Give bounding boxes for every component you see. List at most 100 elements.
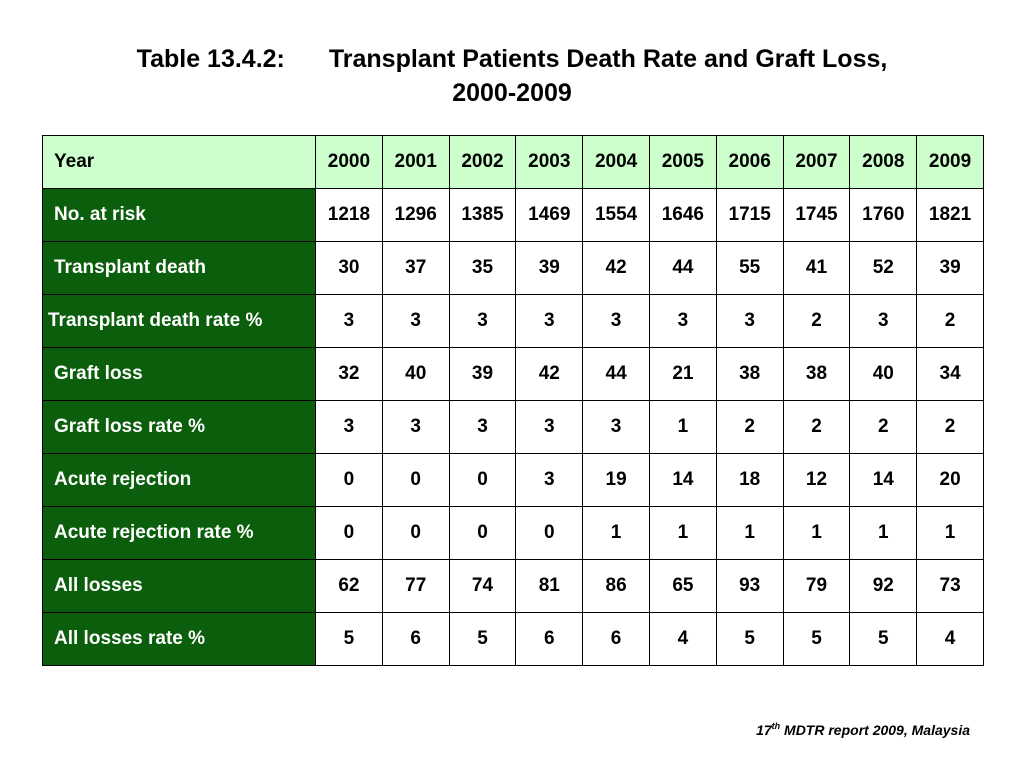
table-cell: 1715 bbox=[715, 188, 784, 242]
header-year-label: Year bbox=[42, 135, 316, 189]
table-cell: 18 bbox=[715, 453, 784, 507]
table-cell: 79 bbox=[782, 559, 851, 613]
row-label: Transplant death bbox=[42, 241, 316, 295]
table-cell: 32 bbox=[315, 347, 383, 401]
table-cell: 2 bbox=[849, 400, 918, 454]
table-cell: 62 bbox=[315, 559, 383, 613]
table-cell: 3 bbox=[515, 294, 584, 348]
table-cell: 38 bbox=[715, 347, 784, 401]
table-cell: 1385 bbox=[448, 188, 517, 242]
year-cell: 2003 bbox=[515, 135, 584, 189]
table-cell: 0 bbox=[381, 453, 450, 507]
row-label: Graft loss bbox=[42, 347, 316, 401]
table-cell: 40 bbox=[381, 347, 450, 401]
table-cell: 73 bbox=[916, 559, 984, 613]
table-cell: 55 bbox=[715, 241, 784, 295]
year-cell: 2001 bbox=[381, 135, 450, 189]
table-number: Table 13.4.2: bbox=[136, 45, 285, 73]
table-cell: 19 bbox=[582, 453, 650, 507]
row-label: All losses bbox=[42, 559, 316, 613]
table-cell: 3 bbox=[582, 400, 650, 454]
table-cell: 74 bbox=[448, 559, 517, 613]
table-cell: 6 bbox=[381, 612, 450, 666]
table-cell: 44 bbox=[582, 347, 650, 401]
table-cell: 0 bbox=[315, 506, 383, 560]
table-cell: 1 bbox=[648, 400, 717, 454]
table-cell: 81 bbox=[515, 559, 584, 613]
table-cell: 3 bbox=[315, 294, 383, 348]
table-cell: 65 bbox=[648, 559, 717, 613]
table-cell: 12 bbox=[782, 453, 851, 507]
table-cell: 1218 bbox=[315, 188, 383, 242]
table-cell: 3 bbox=[381, 400, 450, 454]
table-cell: 5 bbox=[849, 612, 918, 666]
table-cell: 2 bbox=[715, 400, 784, 454]
row-label: Transplant death rate % bbox=[42, 294, 316, 348]
table-cell: 1760 bbox=[849, 188, 918, 242]
table-cell: 2 bbox=[916, 400, 984, 454]
table-cell: 1469 bbox=[515, 188, 584, 242]
year-cell: 2006 bbox=[715, 135, 784, 189]
table-cell: 1 bbox=[715, 506, 784, 560]
table-cell: 5 bbox=[715, 612, 784, 666]
year-cell: 2004 bbox=[582, 135, 650, 189]
table-cell: 1 bbox=[916, 506, 984, 560]
table-cell: 3 bbox=[448, 400, 517, 454]
table-cell: 3 bbox=[515, 400, 584, 454]
table-row: Graft loss rate % 3 3 3 3 3 1 2 2 2 2 bbox=[42, 400, 984, 454]
table-cell: 3 bbox=[381, 294, 450, 348]
data-table: Year 2000 2001 2002 2003 2004 2005 2006 … bbox=[42, 135, 984, 666]
table-cell: 3 bbox=[582, 294, 650, 348]
year-cell: 2000 bbox=[315, 135, 383, 189]
table-cell: 1554 bbox=[582, 188, 650, 242]
header-row: Year 2000 2001 2002 2003 2004 2005 2006 … bbox=[42, 135, 984, 189]
table-cell: 20 bbox=[916, 453, 984, 507]
table-row: Acute rejection 0 0 0 3 19 14 18 12 14 20 bbox=[42, 453, 984, 507]
table-cell: 41 bbox=[782, 241, 851, 295]
table-cell: 38 bbox=[782, 347, 851, 401]
table-cell: 1745 bbox=[782, 188, 851, 242]
table-row: Graft loss 32 40 39 42 44 21 38 38 40 34 bbox=[42, 347, 984, 401]
source-text: MDTR report 2009, Malaysia bbox=[780, 722, 970, 738]
table-cell: 30 bbox=[315, 241, 383, 295]
table-cell: 0 bbox=[448, 506, 517, 560]
table-cell: 3 bbox=[515, 453, 584, 507]
title-line-1: Table 13.4.2: Transplant Patients Death R… bbox=[0, 42, 1024, 76]
table-cell: 86 bbox=[582, 559, 650, 613]
table-cell: 77 bbox=[381, 559, 450, 613]
table-cell: 2 bbox=[916, 294, 984, 348]
title-text: Transplant Patients Death Rate and Graft… bbox=[328, 45, 888, 73]
table-cell: 4 bbox=[648, 612, 717, 666]
table-cell: 14 bbox=[648, 453, 717, 507]
table-cell: 3 bbox=[715, 294, 784, 348]
table-cell: 0 bbox=[515, 506, 584, 560]
table-cell: 92 bbox=[849, 559, 918, 613]
table-cell: 1821 bbox=[916, 188, 984, 242]
table-cell: 1296 bbox=[381, 188, 450, 242]
table-cell: 3 bbox=[315, 400, 383, 454]
table-cell: 6 bbox=[515, 612, 584, 666]
table-cell: 52 bbox=[849, 241, 918, 295]
table-cell: 1646 bbox=[648, 188, 717, 242]
table-cell: 2 bbox=[782, 294, 851, 348]
year-cell: 2002 bbox=[448, 135, 517, 189]
table-cell: 3 bbox=[849, 294, 918, 348]
source-prefix: 17 bbox=[756, 722, 772, 738]
table-cell: 37 bbox=[381, 241, 450, 295]
source-superscript: th bbox=[771, 721, 781, 731]
table-cell: 40 bbox=[849, 347, 918, 401]
table-cell: 1 bbox=[849, 506, 918, 560]
table-cell: 42 bbox=[515, 347, 584, 401]
table-row: No. at risk 1218 1296 1385 1469 1554 1646 1715 1… bbox=[42, 188, 984, 242]
table-cell: 21 bbox=[648, 347, 717, 401]
row-label: Graft loss rate % bbox=[42, 400, 316, 454]
table-cell: 93 bbox=[715, 559, 784, 613]
table-cell: 44 bbox=[648, 241, 717, 295]
row-label: Acute rejection rate % bbox=[42, 506, 316, 560]
table-row: Acute rejection rate % 0 0 0 0 1 1 1 1 1 1 bbox=[42, 506, 984, 560]
year-cell: 2009 bbox=[916, 135, 984, 189]
table-cell: 3 bbox=[648, 294, 717, 348]
source-citation: 17th MDTR report 2009, Malaysia bbox=[756, 721, 970, 739]
table-cell: 39 bbox=[448, 347, 517, 401]
year-cell: 2007 bbox=[782, 135, 851, 189]
